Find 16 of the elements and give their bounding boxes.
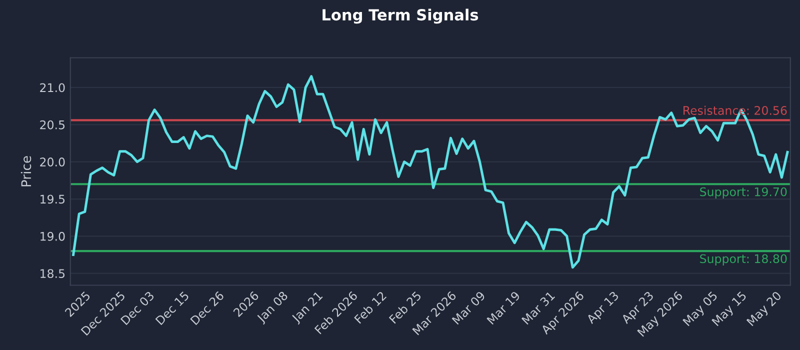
y-tick-label: 20.5 xyxy=(40,120,65,130)
x-tick-label: Mar 19 xyxy=(486,290,520,325)
x-tick-label: Feb 25 xyxy=(388,290,422,324)
ref-line-label: Support: 18.80 xyxy=(700,254,787,266)
y-tick-label: 19.5 xyxy=(40,194,65,204)
y-axis-title: Price xyxy=(20,156,32,186)
y-tick-label: 19.0 xyxy=(40,232,65,241)
y-tick-label: 20.0 xyxy=(40,158,65,166)
x-tick-label: Dec 26 xyxy=(190,290,224,326)
line-series xyxy=(72,75,789,269)
x-tick-label: Apr 13 xyxy=(586,290,621,326)
y-tick-label: 18.5 xyxy=(40,269,65,278)
ref-line-label: Support: 19.70 xyxy=(700,187,787,199)
y-tick-label: 21.0 xyxy=(40,83,65,92)
x-tick-label: Dec 15 xyxy=(155,291,190,326)
chart-title: Long Term Signals xyxy=(322,8,478,24)
